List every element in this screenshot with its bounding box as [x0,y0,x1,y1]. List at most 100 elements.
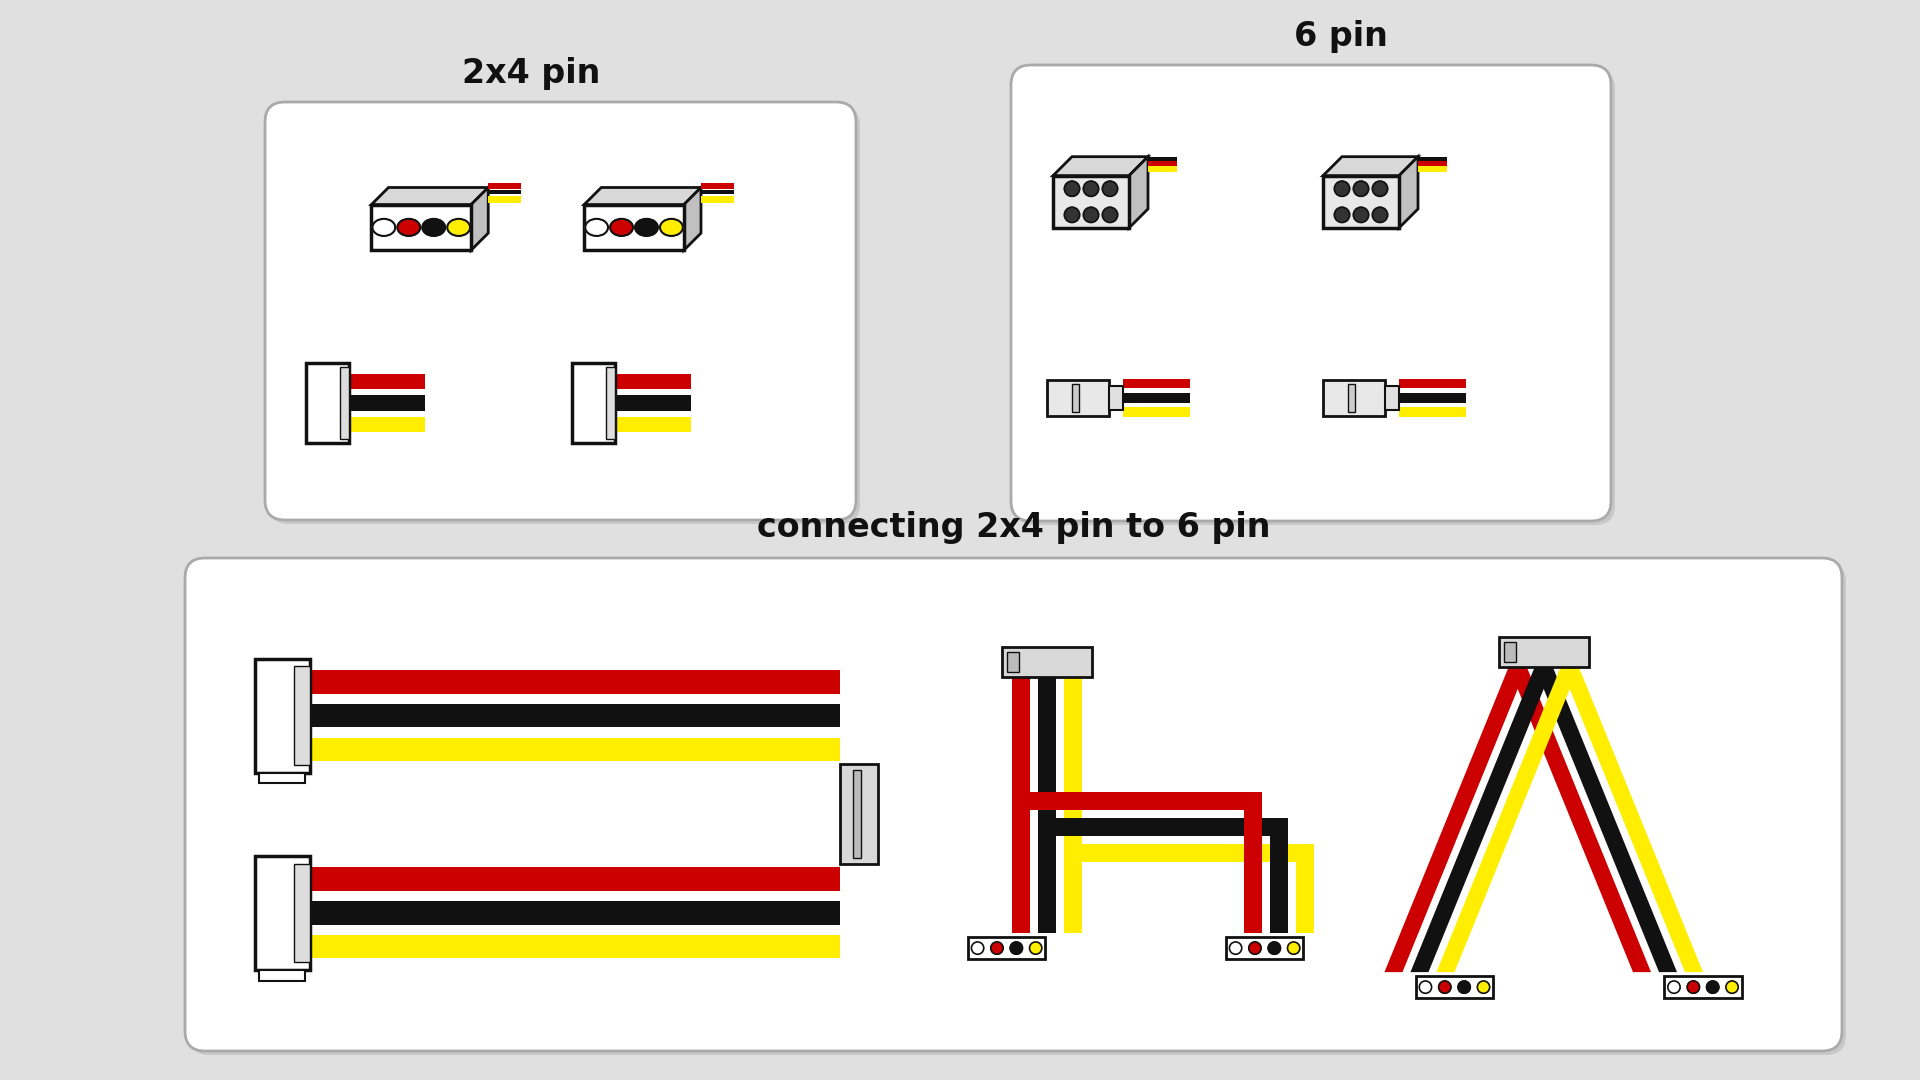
Bar [1123,407,1190,417]
Bar [371,204,470,251]
Bar [1046,380,1108,416]
Circle shape [1102,181,1117,197]
FancyBboxPatch shape [1016,69,1615,525]
Circle shape [1354,207,1369,222]
Bar [1006,651,1020,672]
Circle shape [1267,942,1281,955]
Ellipse shape [636,219,659,235]
Bar [1064,845,1296,862]
Bar [259,773,305,783]
Bar [1244,792,1261,933]
Bar [340,367,349,438]
Bar [1052,176,1129,228]
Circle shape [1248,942,1261,955]
FancyBboxPatch shape [188,562,1845,1055]
Polygon shape [371,188,488,204]
Circle shape [1083,207,1098,222]
Circle shape [1419,981,1432,994]
Bar [1665,976,1741,998]
Circle shape [991,942,1002,955]
FancyBboxPatch shape [184,558,1841,1051]
Bar [968,937,1044,959]
Bar [1323,380,1384,416]
Bar [309,738,839,761]
Bar [1419,157,1446,162]
Circle shape [1476,981,1490,994]
Polygon shape [1400,157,1419,228]
Bar [572,363,614,443]
Bar [349,395,424,410]
Bar [1123,393,1190,403]
Bar [1037,677,1056,933]
Bar [1002,647,1092,677]
Bar [1400,393,1465,403]
Bar [1400,379,1465,389]
Polygon shape [584,188,701,204]
Polygon shape [1411,666,1553,972]
Bar [605,367,614,438]
Text: 2x4 pin: 2x4 pin [463,57,601,90]
Circle shape [1064,181,1079,197]
Polygon shape [1052,157,1148,176]
Bar [1064,677,1081,933]
Circle shape [1334,207,1350,222]
Polygon shape [1509,666,1651,972]
Bar [1108,386,1123,409]
Bar [852,770,860,859]
Text: connecting 2x4 pin to 6 pin: connecting 2x4 pin to 6 pin [756,511,1271,544]
Bar [1348,383,1356,413]
Circle shape [1083,181,1098,197]
Bar [701,183,733,189]
Bar [259,970,305,981]
Bar [839,765,877,864]
Bar [1503,642,1515,662]
Text: 6 pin: 6 pin [1294,21,1388,53]
Bar [1419,166,1446,172]
Circle shape [1102,207,1117,222]
Bar [349,417,424,432]
Bar [255,855,309,970]
Ellipse shape [447,219,470,235]
Bar [1500,637,1588,666]
Bar [1323,176,1400,228]
Bar [349,374,424,389]
Polygon shape [1323,157,1419,176]
Bar [1296,845,1313,933]
Bar [614,374,691,389]
Bar [255,659,309,773]
Bar [614,417,691,432]
Bar [488,183,522,189]
Polygon shape [1561,666,1703,972]
Circle shape [1288,942,1300,955]
Circle shape [1688,981,1699,994]
FancyBboxPatch shape [265,102,856,519]
Ellipse shape [660,219,684,235]
Circle shape [1029,942,1043,955]
Ellipse shape [611,219,634,235]
Bar [1415,976,1494,998]
Bar [1269,819,1288,933]
Bar [1123,379,1190,389]
Bar [309,704,839,728]
Polygon shape [470,188,488,251]
Circle shape [1726,981,1738,994]
FancyBboxPatch shape [269,106,860,524]
Bar [309,935,839,958]
Circle shape [1064,207,1079,222]
Bar [584,204,684,251]
Circle shape [1457,981,1471,994]
Bar [614,395,691,410]
Bar [1148,157,1177,162]
Bar [1419,161,1446,167]
Bar [1012,792,1244,810]
Ellipse shape [422,219,445,235]
Bar [701,197,733,203]
Ellipse shape [586,219,609,235]
Bar [488,190,522,194]
Bar [1071,383,1079,413]
Circle shape [1668,981,1680,994]
Polygon shape [1384,666,1526,972]
Bar [309,671,839,693]
Polygon shape [1534,666,1676,972]
Bar [1148,166,1177,172]
